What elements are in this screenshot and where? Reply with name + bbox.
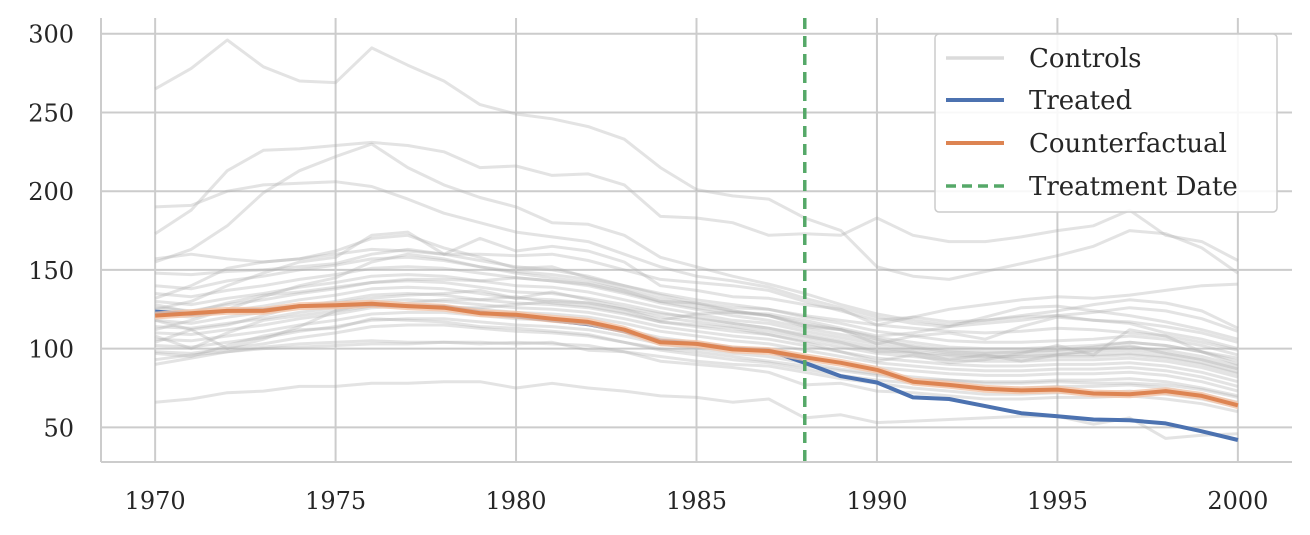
control-line-23 [154, 299, 1239, 351]
x-tick-label-1980: 1980 [486, 487, 547, 515]
control-line-26 [154, 276, 1239, 352]
x-axis-ticks: 1970 1975 1980 1985 1990 1995 2000 [125, 487, 1269, 515]
control-line-21 [154, 230, 1238, 327]
y-tick-label-300: 300 [28, 21, 74, 49]
control-line-7 [154, 255, 1239, 363]
legend: Controls Treated Counterfactual Treatmen… [934, 33, 1278, 213]
x-tick-label-1970: 1970 [125, 487, 186, 515]
control-line-28 [154, 317, 1239, 399]
legend-label-controls: Controls [1029, 44, 1141, 74]
control-line-2 [155, 180, 1239, 333]
legend-label-treated: Treated [1029, 86, 1132, 116]
legend-frame [934, 33, 1278, 213]
axes-spines [100, 18, 1292, 463]
x-tick-label-2000: 2000 [1207, 487, 1268, 515]
y-axis-ticks: 50 100 150 200 250 300 [28, 21, 74, 443]
x-tick-label-1990: 1990 [846, 487, 907, 515]
control-line-19 [154, 340, 1239, 414]
control-line-9 [154, 273, 1239, 371]
x-tick-label-1975: 1975 [305, 487, 366, 515]
control-line-22 [154, 252, 1239, 341]
y-tick-label-150: 150 [28, 257, 74, 285]
control-line-5 [154, 233, 1239, 366]
control-line-11 [154, 285, 1239, 376]
y-tick-label-100: 100 [28, 336, 74, 364]
control-line-3 [154, 140, 1239, 262]
control-line-8 [154, 265, 1239, 368]
x-tick-label-1985: 1985 [666, 487, 727, 515]
series-layer [154, 18, 1239, 462]
y-tick-label-250: 250 [28, 99, 74, 127]
legend-label-counterfactual: Counterfactual [1029, 129, 1227, 159]
y-tick-label-50: 50 [43, 414, 74, 442]
counterfactual-line [154, 301, 1239, 408]
control-line-6 [155, 247, 1239, 357]
control-line-4 [154, 142, 1239, 330]
legend-label-treatment-date: Treatment Date [1029, 172, 1238, 202]
control-line-16 [155, 317, 1239, 398]
y-tick-label-200: 200 [28, 178, 74, 206]
x-tick-label-1995: 1995 [1027, 487, 1088, 515]
control-line-14 [155, 304, 1239, 388]
control-line-1 [154, 38, 1239, 281]
control-line-10 [154, 279, 1239, 374]
control-line-24 [154, 295, 1239, 365]
control-line-27 [154, 247, 1239, 344]
